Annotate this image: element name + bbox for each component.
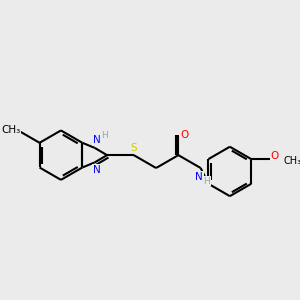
Text: N: N xyxy=(92,135,100,145)
Text: N: N xyxy=(92,165,100,175)
Text: H: H xyxy=(101,131,108,140)
Text: N: N xyxy=(195,172,203,182)
Text: O: O xyxy=(180,130,189,140)
Text: O: O xyxy=(271,151,279,161)
Text: H: H xyxy=(203,177,210,186)
Text: CH₃: CH₃ xyxy=(283,156,300,166)
Text: S: S xyxy=(130,142,137,153)
Text: CH₃: CH₃ xyxy=(2,125,21,135)
